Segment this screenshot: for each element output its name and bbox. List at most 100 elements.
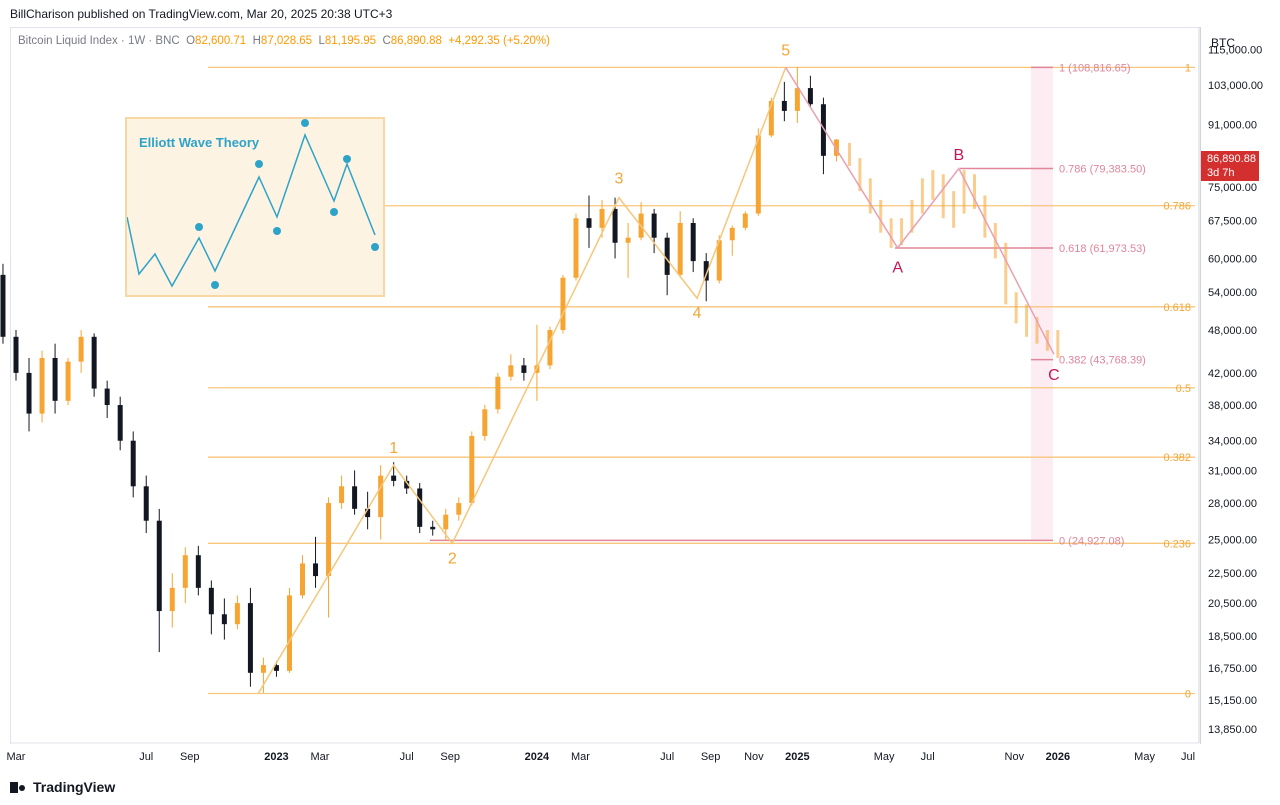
fib-level-label: 1 — [1185, 62, 1191, 74]
candle-body — [690, 222, 696, 262]
time-tick-label: May — [874, 751, 895, 763]
last-price-tag: 86,890.88 3d 7h — [1201, 151, 1259, 181]
price-tick-label: 34,000.00 — [1208, 436, 1257, 448]
candle-body — [365, 508, 371, 518]
candle-body — [221, 614, 227, 625]
high-label: H — [252, 35, 261, 47]
candle-body — [560, 277, 566, 331]
fib-level-label: 0 — [1185, 688, 1191, 700]
footer-brand[interactable]: TradingView — [10, 779, 115, 795]
candle-body — [625, 237, 631, 243]
candle-body — [794, 88, 800, 111]
time-tick-label: Sep — [701, 751, 721, 763]
candle-body — [430, 526, 436, 530]
candle-body — [482, 409, 488, 437]
time-tick-label: 2026 — [1046, 751, 1070, 763]
time-tick-label: May — [1134, 751, 1155, 763]
candle-body — [130, 440, 136, 487]
price-tick-label: 16,750.00 — [1208, 663, 1257, 675]
wave-label: 5 — [781, 42, 790, 59]
change-value: +4,292.35 (+5.20%) — [448, 35, 550, 47]
price-tick-label: 31,000.00 — [1208, 465, 1257, 477]
candle-body — [26, 372, 32, 414]
candle-body — [404, 480, 410, 489]
candle-body — [833, 139, 839, 156]
chart-frame[interactable] — [10, 27, 1201, 744]
candle-body — [547, 330, 553, 366]
time-tick-label: Mar — [7, 751, 26, 763]
elliott-wave-inset: Elliott Wave Theory — [125, 117, 385, 297]
close-label: C — [382, 35, 391, 47]
candle-body — [234, 603, 240, 625]
candle-body — [104, 388, 110, 406]
candle-body — [13, 336, 19, 373]
candle-body — [78, 336, 84, 362]
candle-body — [508, 365, 514, 377]
candle-body — [521, 365, 527, 373]
price-tick-label: 67,500.00 — [1208, 216, 1257, 228]
candle-body — [52, 357, 58, 401]
candle-body — [195, 555, 201, 588]
currency-label[interactable]: BTC — [1211, 36, 1235, 50]
candle-body — [91, 336, 97, 389]
candle-body — [716, 240, 722, 281]
close-value: 86,890.88 — [390, 35, 442, 47]
time-tick-label: 2025 — [785, 751, 809, 763]
price-tick-label: 103,000.00 — [1208, 80, 1263, 92]
abc-label: A — [892, 259, 903, 276]
candle-body — [300, 563, 306, 596]
candle-body — [703, 261, 709, 281]
candle-body — [182, 555, 188, 588]
elliott-wave-diagram — [127, 119, 379, 289]
wave-label: 3 — [615, 170, 624, 187]
candle-body — [755, 135, 761, 214]
candle-body — [117, 405, 123, 441]
projection-level-label: 0 (24,927.08) — [1059, 535, 1124, 547]
wave-label: 1 — [389, 440, 398, 457]
time-tick-label: Jul — [921, 751, 935, 763]
candle-body — [352, 486, 358, 509]
candle-body — [378, 475, 384, 518]
candle-body — [677, 222, 683, 275]
price-tick-label: 75,000.00 — [1208, 182, 1257, 194]
projection-level-label: 0.786 (79,383.50) — [1059, 164, 1146, 176]
candle-body — [456, 503, 462, 515]
bar-countdown: 3d 7h — [1207, 167, 1235, 179]
projection-level-label: 0.618 (61,973.53) — [1059, 243, 1146, 255]
candle-body — [742, 213, 748, 228]
price-tick-label: 25,000.00 — [1208, 534, 1257, 546]
fib-level-label: 0.786 — [1163, 201, 1191, 213]
time-tick-label: Nov — [1005, 751, 1025, 763]
time-tick-label: 2023 — [264, 751, 288, 763]
candle-body — [208, 587, 214, 615]
candle-body — [495, 376, 501, 410]
time-tick-label: Jul — [400, 751, 414, 763]
candle-body — [169, 587, 175, 612]
candle-body — [65, 361, 71, 401]
candle-body — [417, 488, 423, 527]
symbol-label[interactable]: Bitcoin Liquid Index · 1W · BNC — [18, 35, 180, 47]
candle-body — [0, 274, 6, 337]
fib-level-label: 0.618 — [1163, 302, 1191, 314]
candle-body — [443, 514, 449, 530]
candle-body — [326, 503, 332, 577]
inset-title: Elliott Wave Theory — [139, 135, 260, 150]
candle-body — [39, 357, 45, 414]
wave-label: 2 — [448, 550, 457, 567]
time-tick-label: Sep — [440, 751, 460, 763]
price-tick-label: 115,000.00 — [1208, 45, 1262, 57]
time-tick-label: 2024 — [525, 751, 550, 763]
candle-body — [247, 603, 253, 673]
time-tick-label: Nov — [744, 751, 764, 763]
price-tick-label: 42,000.00 — [1208, 368, 1257, 380]
fib-level-label: 0.382 — [1163, 452, 1191, 464]
price-tick-label: 20,500.00 — [1208, 598, 1257, 610]
candle-body — [729, 227, 735, 241]
candle-body — [599, 208, 605, 228]
candle-body — [143, 486, 149, 521]
candle-body — [586, 218, 592, 228]
price-tick-label: 38,000.00 — [1208, 400, 1257, 412]
elliott-wave-path — [257, 67, 787, 694]
time-tick-label: Mar — [571, 751, 590, 763]
